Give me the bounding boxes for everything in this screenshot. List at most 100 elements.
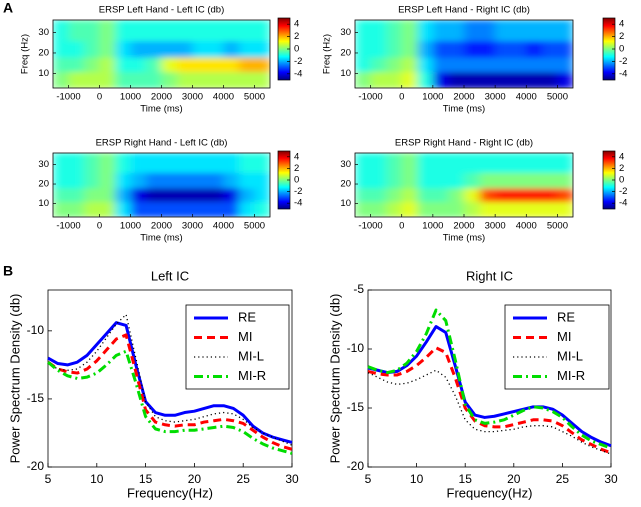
y-tick-label: -20 [27, 459, 45, 473]
heatmap-cell [495, 172, 512, 189]
heatmap-cell [146, 187, 162, 202]
chart-title: ERSP Left Hand - Right IC (db) [398, 5, 530, 16]
heatmap-cell [479, 201, 496, 217]
heatmap-cell [557, 201, 573, 217]
heatmap-cell [448, 172, 465, 189]
heatmap-cell [208, 40, 224, 58]
x-tick-label: -1000 [358, 92, 382, 103]
y-axis-label: Power Spectrum Density (db) [327, 294, 342, 464]
series-line [47, 313, 293, 446]
x-axis-label: Time (ms) [443, 104, 485, 115]
heatmap-cell [239, 40, 255, 58]
heatmap-cell [510, 71, 527, 88]
heatmap-cell [84, 71, 100, 88]
heatmap-cell [464, 153, 481, 173]
colorbar-tick-label: 4 [619, 151, 624, 162]
chart-title: Right IC [466, 268, 513, 283]
heatmap-cell [370, 20, 387, 42]
heatmap-cell [177, 187, 193, 202]
x-tick-label: 0 [97, 92, 102, 103]
heatmap-cell [355, 201, 372, 217]
heatmap-cell [84, 187, 100, 202]
heatmap-cell [526, 172, 543, 189]
y-tick-label: -5 [353, 282, 364, 296]
heatmap-cell [192, 20, 209, 42]
x-axis-label: Frequency(Hz) [447, 485, 533, 500]
y-tick-label: -20 [347, 459, 365, 473]
heatmap-cell [370, 153, 387, 173]
heatmap-cell [208, 201, 224, 217]
heatmap-cell [130, 20, 147, 42]
x-tick-label: 1000 [422, 92, 443, 103]
heatmap-cell [115, 153, 131, 173]
heatmap-cell [432, 153, 449, 173]
heatmap-cell [68, 20, 85, 42]
heatmap-cell [417, 71, 434, 88]
y-tick-label: -15 [347, 400, 365, 414]
heatmap-cell [541, 153, 558, 173]
heatmap-cell [115, 57, 131, 73]
x-tick-label: 0 [97, 221, 102, 232]
heatmap-cell [84, 153, 100, 173]
heatmap-cell [130, 153, 147, 173]
legend-label: MI [557, 329, 571, 344]
x-tick-label: 10 [410, 472, 424, 486]
heatmap-cell [386, 71, 403, 88]
heatmap-cell [146, 153, 162, 173]
heatmap-cell [541, 172, 558, 189]
heatmap-cell [53, 57, 69, 73]
heatmap-cell [557, 187, 573, 202]
legend: RE MI MI-L MI-R [504, 304, 610, 390]
heatmap-cell [541, 40, 558, 58]
heatmap-cell [448, 187, 465, 202]
heatmap-panel: ERSP Right Hand - Right IC (db)-1000 0 100… [340, 138, 627, 244]
heatmap-cell [479, 187, 496, 202]
heatmap-cell [401, 57, 418, 73]
heatmap-cell [510, 153, 527, 173]
colorbar-tick-label: -4 [619, 68, 627, 79]
heatmap-cell [223, 20, 240, 42]
heatmap-cell [161, 57, 178, 73]
heatmap-cell [386, 153, 403, 173]
heatmap-cell [68, 57, 85, 73]
heatmap-cell [557, 172, 573, 189]
heatmap-cell [355, 57, 372, 73]
heatmap-cell [99, 172, 116, 189]
heatmap-cell [479, 153, 496, 173]
heatmap-cell [254, 201, 270, 217]
heatmap-cell [192, 153, 209, 173]
legend-label: MI-L [238, 348, 264, 363]
colorbar-tick-label: -4 [294, 68, 302, 79]
y-tick-label: -10 [27, 323, 45, 337]
heatmap-cell [99, 187, 116, 202]
heatmap-cell [355, 71, 372, 88]
heatmap-cell [192, 201, 209, 217]
heatmap-cell [99, 201, 116, 217]
x-tick-label: 2000 [151, 221, 172, 232]
heatmap-cell [557, 57, 573, 73]
heatmap-cell [192, 71, 209, 88]
y-tick-label: 10 [340, 198, 351, 209]
heatmap-cell [495, 187, 512, 202]
heatmap-cell [115, 71, 131, 88]
heatmap-cell [557, 40, 573, 58]
heatmap-cell [464, 20, 481, 42]
y-tick-label: -10 [347, 341, 365, 355]
x-axis-label: Time (ms) [140, 104, 182, 115]
x-tick-label: 20 [507, 472, 521, 486]
chart-title: ERSP Right Hand - Right IC (db) [395, 138, 533, 149]
heatmap-cell [526, 187, 543, 202]
y-axis-label: Freq (Hz) [20, 34, 31, 74]
x-tick-label: 30 [604, 472, 618, 486]
heatmap-cell [417, 201, 434, 217]
heatmap-cell [99, 71, 116, 88]
heatmap-cell [254, 57, 270, 73]
heatmap-cell [432, 187, 449, 202]
colorbar-tick-label: 0 [294, 175, 299, 186]
heatmap-cell [192, 57, 209, 73]
heatmap-image [53, 153, 270, 217]
chart-title: ERSP Right Hand - Left IC (db) [96, 138, 228, 149]
heatmap-cell [208, 153, 224, 173]
heatmap-cell [432, 20, 449, 42]
series-line [367, 346, 612, 455]
